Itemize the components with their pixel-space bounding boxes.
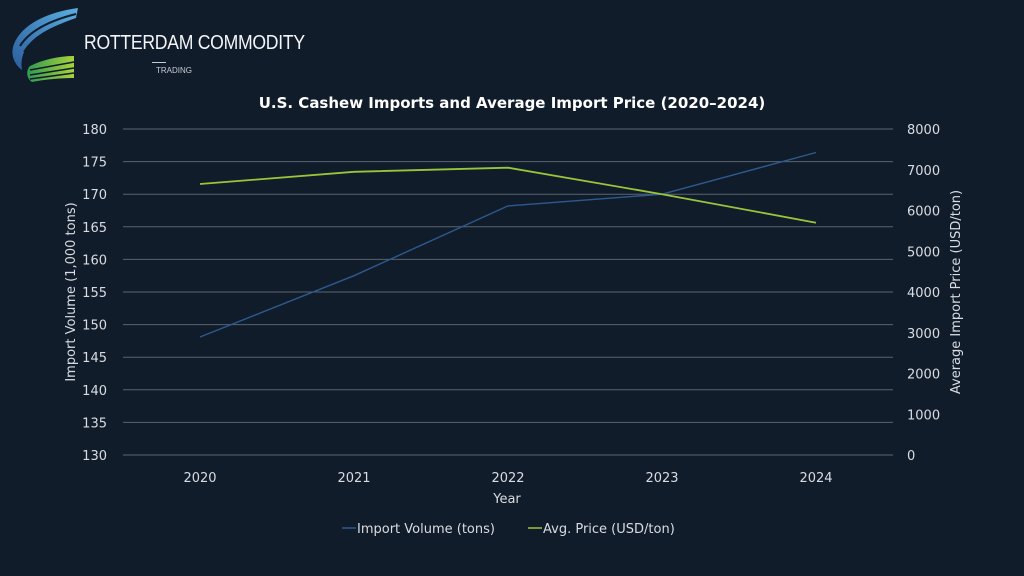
y-tick-label: 135 (82, 416, 107, 431)
legend-label-price: Avg. Price (USD/ton) (543, 522, 675, 537)
y2-tick-label: 8000 (907, 123, 940, 138)
y-tick-label: 155 (82, 286, 107, 301)
x-axis-label: Year (492, 492, 521, 507)
x-tick-label: 2023 (645, 471, 678, 486)
x-tick-label: 2020 (183, 471, 216, 486)
y-tick-label: 130 (82, 449, 107, 464)
legend: Import Volume (tons) Avg. Price (USD/ton… (342, 522, 675, 537)
x-tick-label: 2022 (491, 471, 524, 486)
y2-tick-label: 3000 (907, 327, 940, 342)
y2-tick-label: 0 (907, 449, 915, 464)
x-tick-label: 2024 (799, 471, 832, 486)
y2-tick-label: 6000 (907, 205, 940, 220)
y-tick-label: 180 (82, 123, 107, 138)
x-tick-label: 2021 (337, 471, 370, 486)
company-logo-icon (12, 8, 78, 82)
y2-axis-label: Average Import Price (USD/ton) (949, 190, 964, 394)
brand-subtitle: TRADING (156, 66, 192, 75)
series-lines (199, 151, 817, 338)
y-axis-ticks: 130 135 140 145 150 155 160 165 170 175 180 (82, 123, 107, 464)
y-tick-label: 140 (82, 384, 107, 399)
y2-tick-label: 2000 (907, 368, 940, 383)
gridlines (123, 128, 893, 456)
y2-tick-label: 7000 (907, 164, 940, 179)
series-line-volume (199, 151, 817, 338)
y-tick-label: 165 (82, 221, 107, 236)
y2-axis-ticks: 0 1000 2000 3000 4000 5000 6000 7000 8000 (907, 123, 940, 464)
y-tick-label: 145 (82, 351, 107, 366)
y2-tick-label: 5000 (907, 245, 940, 260)
y-tick-label: 160 (82, 253, 107, 268)
legend-label-volume: Import Volume (tons) (357, 522, 495, 537)
y-axis-label: Import Volume (1,000 tons) (64, 202, 79, 381)
y-tick-label: 170 (82, 188, 107, 203)
brand-name: ROTTERDAM COMMODITY (84, 32, 305, 54)
x-axis-ticks: 2020 2021 2022 2023 2024 (183, 471, 832, 486)
y2-tick-label: 1000 (907, 408, 940, 423)
brand-divider (152, 62, 166, 63)
y-tick-label: 175 (82, 156, 107, 171)
y-tick-label: 150 (82, 319, 107, 334)
series-line-price (199, 166, 817, 224)
y2-tick-label: 4000 (907, 286, 940, 301)
chart-title: U.S. Cashew Imports and Average Import P… (259, 94, 766, 112)
